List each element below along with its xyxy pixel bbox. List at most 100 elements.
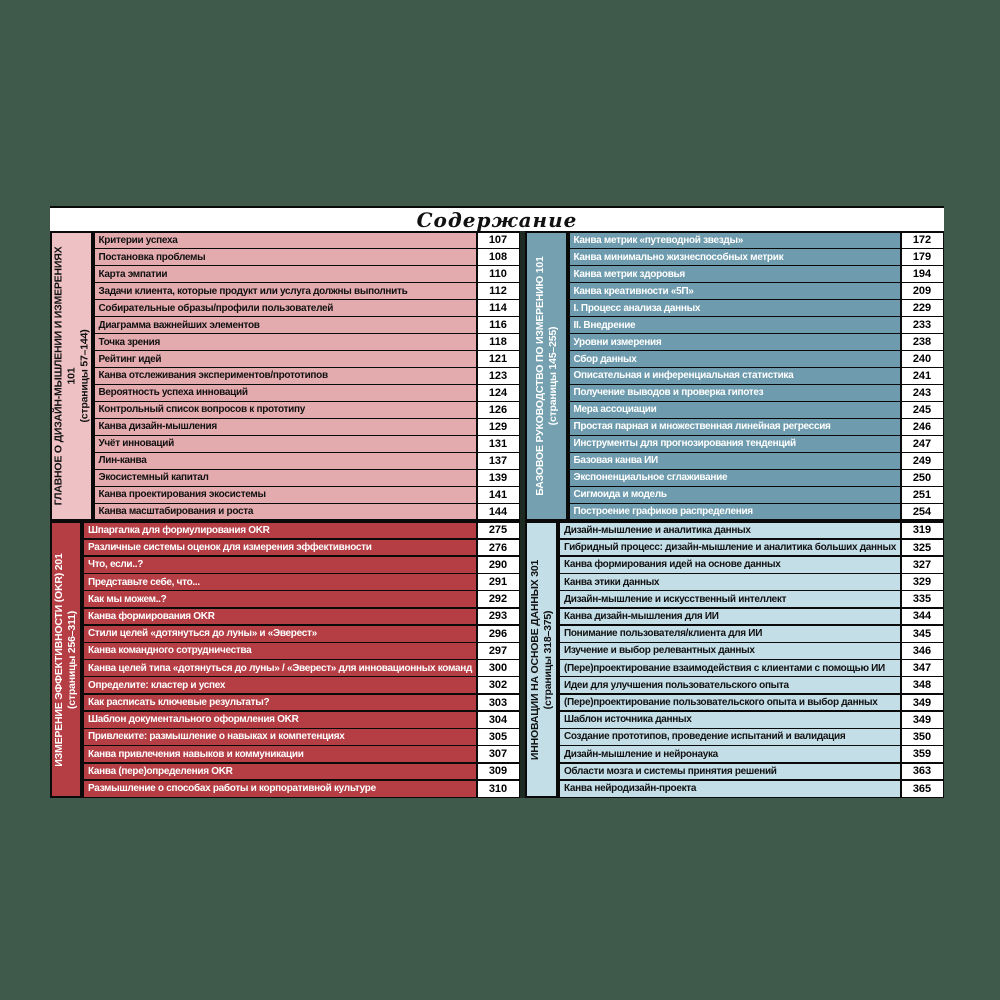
toc-row: Создание прототипов, проведение испытани… xyxy=(559,729,943,745)
section-data-driven-innovation-301: ИННОВАЦИИ НА ОСНОВЕ ДАННЫХ 301 (страницы… xyxy=(525,521,944,798)
toc-row: Диаграмма важнейших элементов 116 xyxy=(94,317,519,333)
toc-item-page: 345 xyxy=(901,625,943,642)
toc-item-page: 291 xyxy=(477,574,519,590)
toc-item-page: 296 xyxy=(477,625,519,642)
toc-row: Канва минимально жизнеспособных метрик 17… xyxy=(569,249,943,265)
toc-item-page: 335 xyxy=(901,591,943,608)
toc-row: Экспоненциальное сглаживание 250 xyxy=(569,470,943,486)
toc-row: Вероятность успеха инноваций 124 xyxy=(94,385,519,401)
toc-item-title: Дизайн-мышление и нейронаука xyxy=(559,746,900,763)
toc-item-title: Канва масштабирования и роста xyxy=(94,504,476,520)
toc-item-title: Критерии успеха xyxy=(94,232,476,248)
toc-item-title: Канва минимально жизнеспособных метрик xyxy=(569,249,900,265)
toc-item-page: 126 xyxy=(477,402,519,418)
toc-item-page: 209 xyxy=(901,283,943,299)
toc-item-page: 350 xyxy=(901,729,943,745)
toc-item-page: 137 xyxy=(477,453,519,469)
toc-item-title: Задачи клиента, которые продукт или услу… xyxy=(94,283,476,299)
toc-row: Сигмоида и модель 251 xyxy=(569,487,943,503)
toc-row: Учёт инноваций 131 xyxy=(94,436,519,452)
toc-item-title: Стили целей «дотянуться до луны» и «Эвер… xyxy=(83,625,476,642)
toc-row: I. Процесс анализа данных 229 xyxy=(569,300,943,316)
toc-item-title: Собирательные образы/профили пользовател… xyxy=(94,300,476,316)
toc-item-title: Шаблон документального оформления OKR xyxy=(83,711,476,728)
toc-item-page: 139 xyxy=(477,470,519,486)
toc-item-title: Канва командного сотрудничества xyxy=(83,643,476,659)
section-pages-range: (страницы 318–375) xyxy=(541,610,554,709)
toc-item-title: Канва формирования идей на основе данных xyxy=(559,556,900,573)
section-header: ИЗМЕРЕНИЕ ЭФФЕКТИВНОСТИ (OKR) 201 (стран… xyxy=(50,521,83,798)
toc-item-page: 365 xyxy=(901,780,943,797)
toc-row: Что, если..? 290 xyxy=(83,556,519,573)
toc-item-title: Канва дизайн-мышления xyxy=(94,419,476,435)
toc-item-title: Мера ассоциации xyxy=(569,402,900,418)
toc-item-page: 243 xyxy=(901,385,943,401)
toc-item-page: 172 xyxy=(901,232,943,248)
section-title: ИННОВАЦИИ НА ОСНОВЕ ДАННЫХ 301 xyxy=(528,559,541,760)
toc-item-title: Вероятность успеха инноваций xyxy=(94,385,476,401)
section-pages-range: (страницы 256–311) xyxy=(66,610,79,709)
toc-row: II. Внедрение 233 xyxy=(569,317,943,333)
toc-item-title: Что, если..? xyxy=(83,556,476,573)
toc-item-title: Сбор данных xyxy=(569,351,900,367)
toc-row: Стили целей «дотянуться до луны» и «Эвер… xyxy=(83,625,519,642)
toc-row: Лин-канва 137 xyxy=(94,453,519,469)
toc-item-title: Экосистемный капитал xyxy=(94,470,476,486)
toc-row: Постановка проблемы 108 xyxy=(94,249,519,265)
toc-item-title: Диаграмма важнейших элементов xyxy=(94,317,476,333)
toc-row: Описательная и инференциальная статистик… xyxy=(569,368,943,384)
toc-item-title: Постановка проблемы xyxy=(94,249,476,265)
toc-row: Собирательные образы/профили пользовател… xyxy=(94,300,519,316)
toc-row: Контрольный список вопросов к прототипу 1… xyxy=(94,402,519,418)
toc-item-page: 363 xyxy=(901,763,943,780)
toc-item-title: Канва нейродизайн-проекта xyxy=(559,780,900,797)
toc-item-title: Лин-канва xyxy=(94,453,476,469)
toc-item-page: 229 xyxy=(901,300,943,316)
toc-item-page: 309 xyxy=(477,763,519,780)
toc-item-title: Дизайн-мышление и аналитика данных xyxy=(559,522,900,539)
toc-row: Канва формирования идей на основе данных… xyxy=(559,556,943,573)
toc-row: Шаблон документального оформления OKR 304 xyxy=(83,711,519,728)
toc-row: Канва креативности «5П» 209 xyxy=(569,283,943,299)
toc-item-page: 123 xyxy=(477,368,519,384)
section-header: БАЗОВОЕ РУКОВОДСТВО ПО ИЗМЕРЕНИЮ 101 (ст… xyxy=(525,231,568,521)
toc-item-title: II. Внедрение xyxy=(569,317,900,333)
toc-row: Различные системы оценок для измерения э… xyxy=(83,539,519,556)
toc-item-title: Карта эмпатии xyxy=(94,266,476,282)
toc-item-title: Канва формирования OKR xyxy=(83,608,476,625)
toc-row: Канва привлечения навыков и коммуникации… xyxy=(83,746,519,763)
right-column: БАЗОВОЕ РУКОВОДСТВО ПО ИЗМЕРЕНИЮ 101 (ст… xyxy=(525,231,944,798)
toc-item-page: 141 xyxy=(477,487,519,503)
section-rows: Критерии успеха 107 Постановка проблемы 108… xyxy=(93,231,520,521)
toc-item-page: 325 xyxy=(901,539,943,556)
toc-item-page: 238 xyxy=(901,334,943,350)
toc-row: Изучение и выбор релевантных данных 346 xyxy=(559,643,943,659)
toc-item-page: 249 xyxy=(901,453,943,469)
toc-item-page: 108 xyxy=(477,249,519,265)
toc-item-page: 179 xyxy=(901,249,943,265)
toc-row: Размышление о способах работы и корпорат… xyxy=(83,780,519,797)
toc-item-page: 305 xyxy=(477,729,519,745)
toc-item-page: 254 xyxy=(901,504,943,520)
toc-row: Базовая канва ИИ 249 xyxy=(569,453,943,469)
contents-grid: ГЛАВНОЕ О ДИЗАЙН-МЫШЛЕНИИ И ИЗМЕРЕНИЯХ 1… xyxy=(50,231,944,798)
toc-item-page: 194 xyxy=(901,266,943,282)
toc-item-title: Сигмоида и модель xyxy=(569,487,900,503)
section-title: ИЗМЕРЕНИЕ ЭФФЕКТИВНОСТИ (OKR) 201 xyxy=(53,552,66,767)
toc-item-page: 251 xyxy=(901,487,943,503)
toc-item-page: 241 xyxy=(901,368,943,384)
toc-row: (Пере)проектирование взаимодействия с кл… xyxy=(559,660,943,676)
toc-item-page: 121 xyxy=(477,351,519,367)
toc-row: Как мы можем..? 292 xyxy=(83,591,519,608)
toc-item-title: Дизайн-мышление и искусственный интеллек… xyxy=(559,591,900,608)
toc-item-title: Создание прототипов, проведение испытани… xyxy=(559,729,900,745)
toc-item-title: Уровни измерения xyxy=(569,334,900,350)
toc-item-title: Канва этики данных xyxy=(559,574,900,590)
toc-item-page: 349 xyxy=(901,694,943,711)
toc-item-title: Определите: кластер и успех xyxy=(83,677,476,694)
toc-row: Канва (пере)определения OKR 309 xyxy=(83,763,519,780)
toc-row: Экосистемный капитал 139 xyxy=(94,470,519,486)
toc-row: Канва отслеживания экспериментов/прототи… xyxy=(94,368,519,384)
toc-row: Критерии успеха 107 xyxy=(94,232,519,248)
toc-item-page: 131 xyxy=(477,436,519,452)
